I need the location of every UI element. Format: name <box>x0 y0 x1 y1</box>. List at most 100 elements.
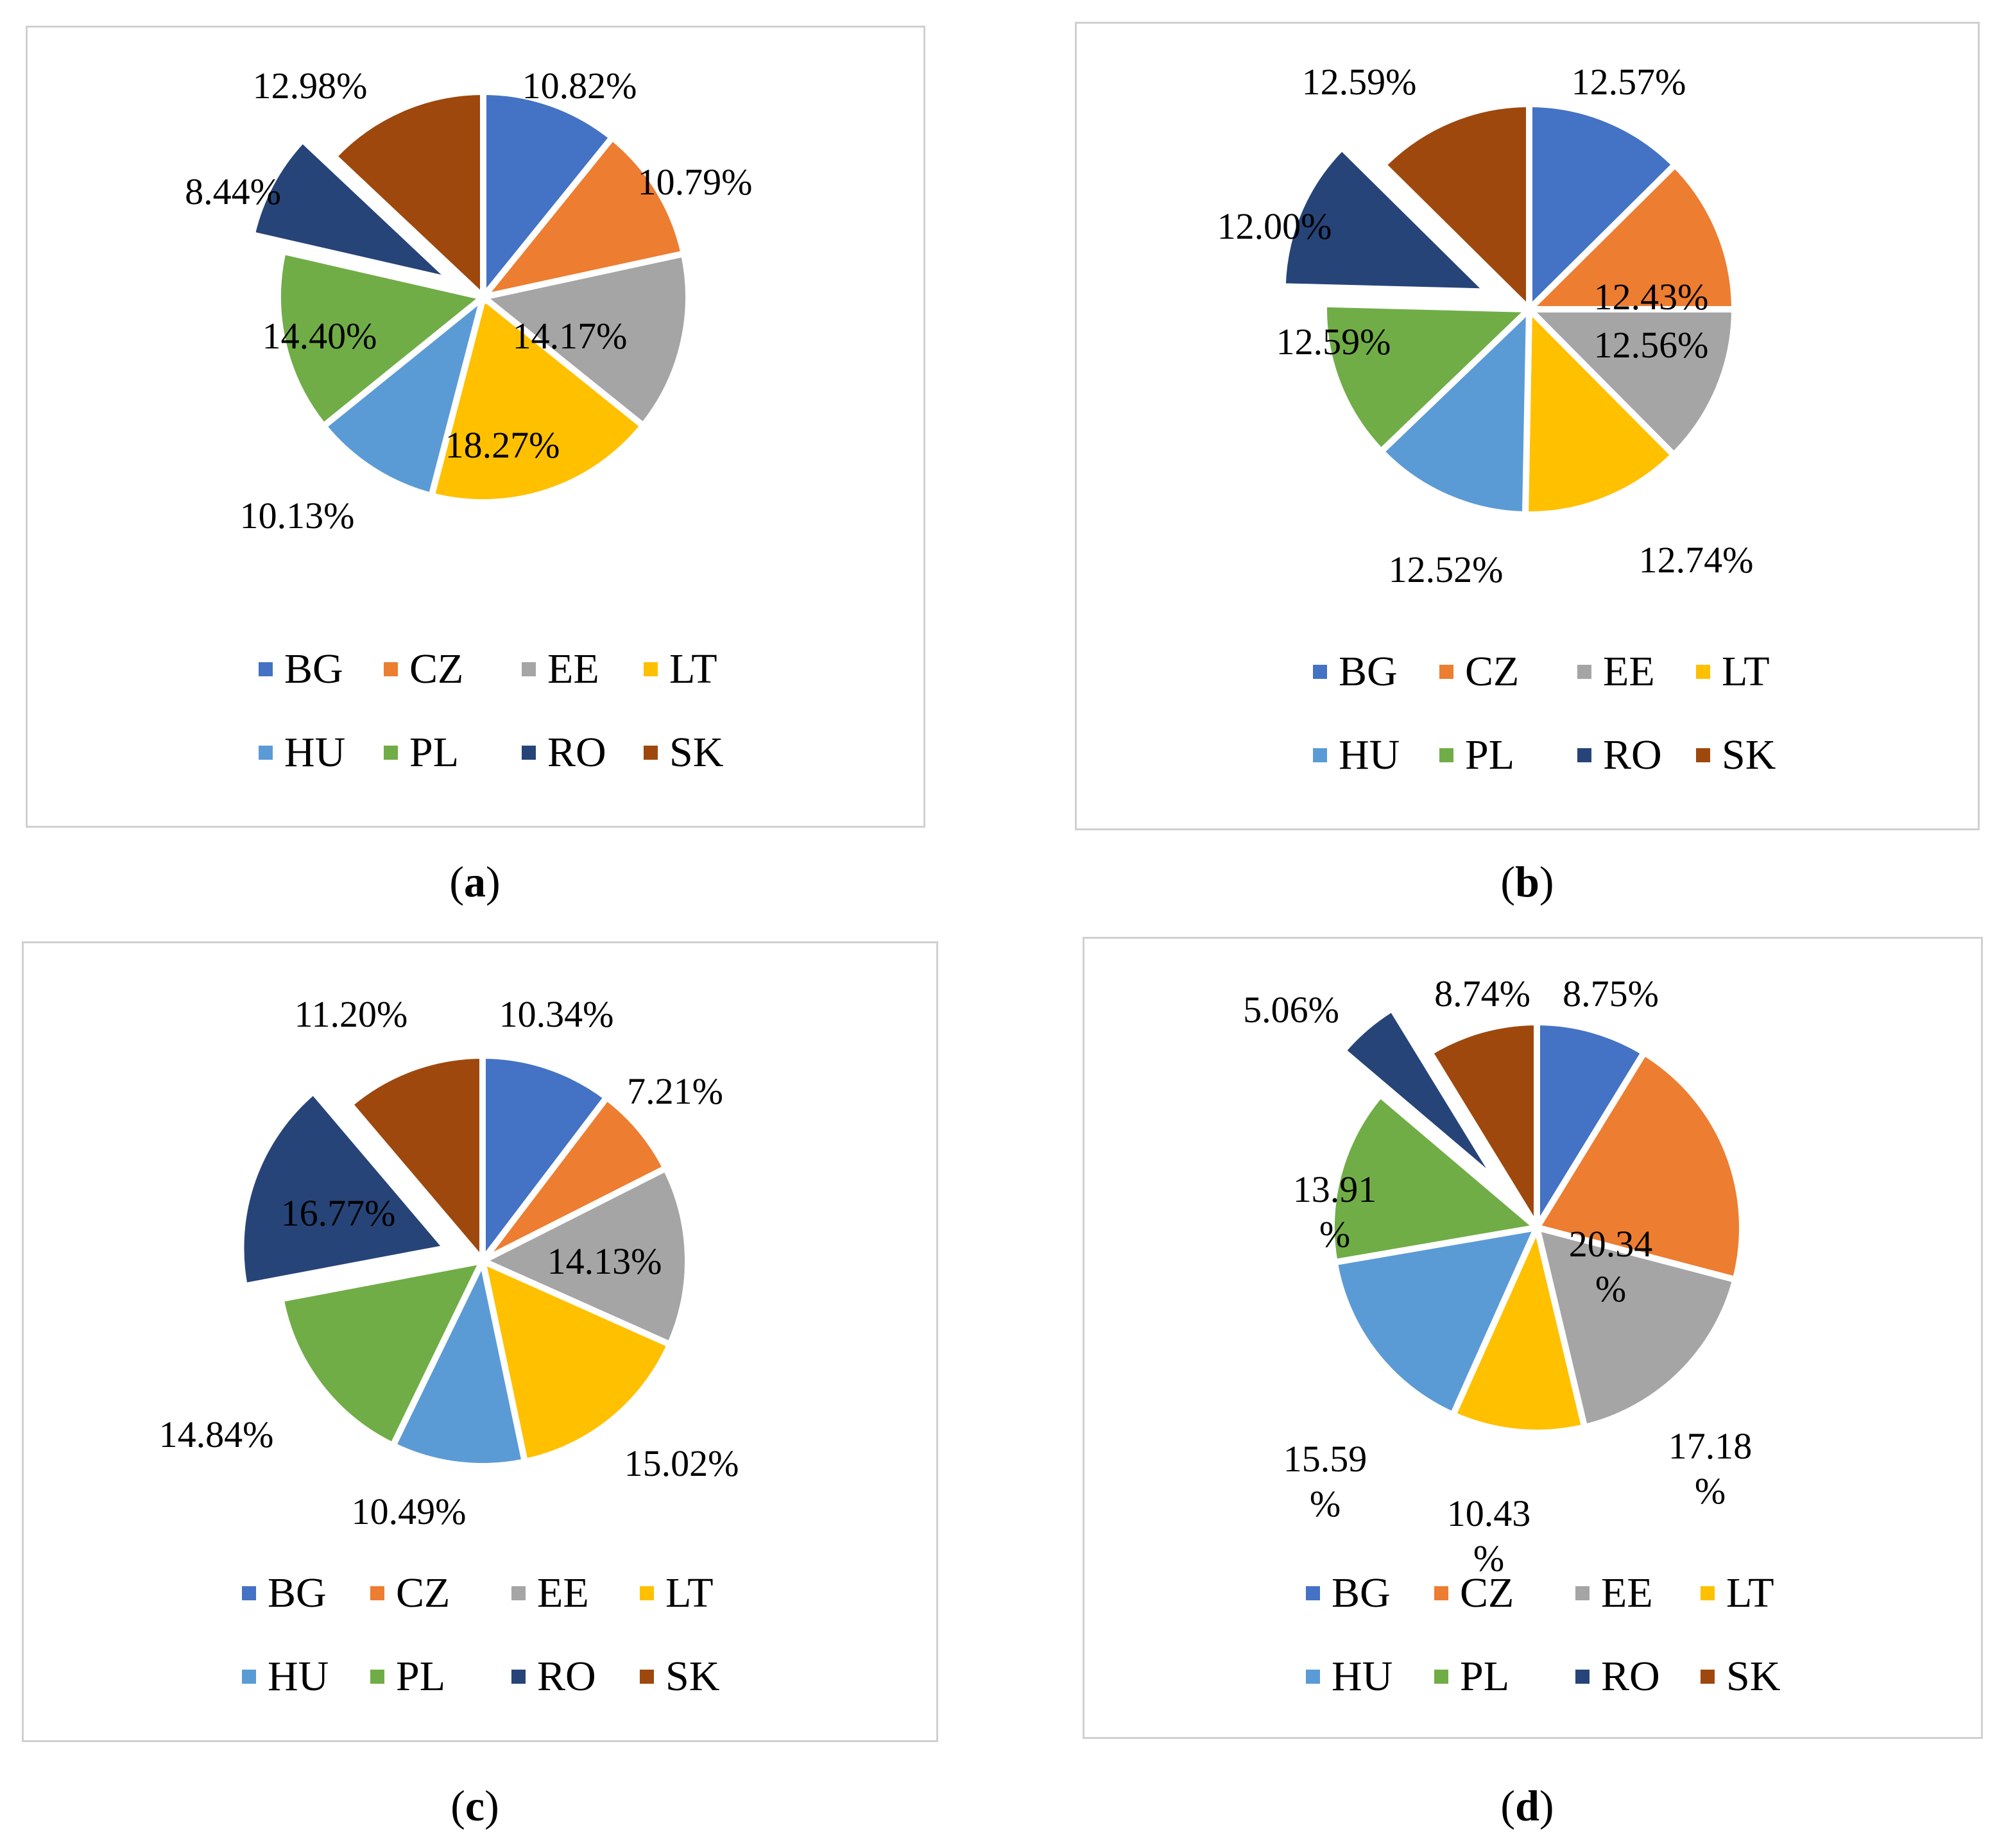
legend-item-cz: CZ <box>384 644 463 695</box>
legend-swatch <box>1434 1670 1448 1684</box>
data-label-sk: 11.20% <box>295 993 408 1035</box>
legend-item-cz: CZ <box>1439 646 1519 697</box>
pie-slice-bg <box>480 88 617 307</box>
legend-item-cz: CZ <box>370 1568 450 1619</box>
pie-slice-hu <box>1330 1223 1543 1419</box>
data-label-pl: 12.59% <box>1276 321 1391 363</box>
legend-label: RO <box>537 1653 596 1700</box>
legend-swatch <box>1439 748 1453 762</box>
legend-row: BG CZ EE LT <box>1077 646 1978 697</box>
legend-item-bg: BG <box>242 1568 327 1619</box>
pie-slice-cz <box>475 133 688 302</box>
legend-item-pl: PL <box>1434 1651 1509 1702</box>
legend-item-bg: BG <box>1313 646 1398 697</box>
legend-item-cz: CZ <box>1434 1568 1514 1619</box>
pie-slice-cz <box>1521 160 1738 312</box>
legend-item-lt: LT <box>1696 646 1770 697</box>
data-label-ro: 5.06% <box>1243 989 1339 1031</box>
pie-slice-pl <box>277 1256 488 1450</box>
legend-label: BG <box>1332 1570 1391 1616</box>
legend-swatch <box>644 746 658 760</box>
legend-row: BG CZ EE LT <box>1084 1568 1981 1619</box>
legend-label: PL <box>396 1653 446 1700</box>
legend-swatch <box>1306 1586 1320 1600</box>
legend-swatch <box>1696 665 1710 679</box>
legend-label: PL <box>1460 1653 1510 1700</box>
data-label-ro: 8.44% <box>185 171 281 212</box>
data-label-ee: 14.13% <box>547 1240 662 1282</box>
pie-slice-hu <box>1376 302 1533 518</box>
legend-item-lt: LT <box>644 644 717 695</box>
pie-slice-lt <box>1448 1217 1589 1436</box>
data-label-hu: 12.52% <box>1389 549 1504 590</box>
legend-swatch <box>511 1586 526 1600</box>
legend-label: CZ <box>1460 1570 1514 1616</box>
legend-label: SK <box>1726 1653 1781 1700</box>
data-label-lt: 18.27% <box>445 424 560 466</box>
legend-label: RO <box>1603 732 1662 778</box>
pie-chart-d: 8.75% 20.34 % 17.18 % 10.43 % 15.59 % 13.91 % 5.06%… <box>1243 973 1753 1579</box>
legend-item-hu: HU <box>1313 730 1400 781</box>
caption-a: (a) <box>449 857 501 906</box>
legend-swatch <box>242 1586 256 1600</box>
data-label-hu: 10.13% <box>240 495 355 536</box>
legend-item-pl: PL <box>1439 730 1514 781</box>
data-label-pl: 13.91% <box>1293 1168 1377 1255</box>
legend-item-sk: SK <box>644 727 723 778</box>
data-label-ro: 12.00% <box>1217 205 1332 247</box>
data-label-lt: 15.02% <box>624 1442 739 1484</box>
chart-panel-d: 8.75% 20.34% 17.18% 10.43% 15.59% 13.91% 5.06%… <box>1083 937 1983 1739</box>
pie-slice-hu <box>388 1251 529 1469</box>
legend-item-sk: SK <box>640 1651 719 1702</box>
data-label-pl: 14.84% <box>159 1414 274 1455</box>
data-label-cz: 10.79% <box>638 161 753 203</box>
pie-chart-b: 12.57% 12.43% 12.56% 12.74% 12.52% 12.59% 12.0… <box>1217 61 1754 590</box>
caption-d: (d) <box>1500 1781 1554 1830</box>
pie-slice-sk <box>1378 100 1532 317</box>
legend-item-bg: BG <box>259 644 343 695</box>
legend-item-pl: PL <box>384 727 459 778</box>
legend-label: RO <box>1601 1653 1660 1700</box>
pie-slice-cz <box>1532 1048 1745 1284</box>
legend-swatch <box>1577 748 1591 762</box>
legend-label: PL <box>409 729 459 776</box>
data-label-hu: 10.49% <box>352 1491 467 1532</box>
legend-label: BG <box>268 1570 327 1616</box>
pie-slice-ro <box>248 135 463 287</box>
pie-slice-bg <box>1526 100 1680 317</box>
legend-row: HU PL RO SK <box>1077 730 1978 781</box>
pie-slice-ee <box>476 250 692 431</box>
legend-swatch <box>259 746 273 760</box>
legend-label: SK <box>669 729 724 776</box>
data-label-lt: 12.74% <box>1639 539 1754 581</box>
data-label-ee: 14.17% <box>513 315 628 357</box>
legend-item-hu: HU <box>242 1651 329 1702</box>
legend-label: RO <box>547 729 606 776</box>
legend-swatch <box>511 1670 526 1684</box>
legend-label: HU <box>1332 1653 1393 1700</box>
data-label-bg: 12.57% <box>1572 61 1686 103</box>
legend-swatch <box>370 1670 384 1684</box>
pie-slice-ee <box>475 1163 691 1349</box>
legend-item-lt: LT <box>1701 1568 1774 1619</box>
legend-swatch <box>522 746 536 760</box>
caption-b: (b) <box>1500 857 1554 906</box>
pie-slice-lt <box>427 291 648 506</box>
legend-label: LT <box>1726 1570 1774 1616</box>
legend-swatch <box>1439 665 1453 679</box>
data-label-hu: 15.59% <box>1283 1438 1367 1525</box>
legend-label: EE <box>1603 648 1655 695</box>
chart-panel-b: 12.57% 12.43% 12.56% 12.74% 12.52% 12.59% 12.0… <box>1075 22 1980 830</box>
legend-row: BG CZ EE LT <box>28 644 923 695</box>
pie-slice-sk <box>1425 1018 1540 1239</box>
legend-label: LT <box>669 646 717 692</box>
data-label-ee: 17.18% <box>1668 1425 1753 1512</box>
legend-label: LT <box>665 1570 714 1616</box>
legend-swatch <box>640 1586 654 1600</box>
legend-item-ee: EE <box>1575 1568 1653 1619</box>
legend-label: CZ <box>409 646 464 692</box>
caption-c: (c) <box>450 1781 499 1830</box>
pie-slice-sk <box>329 88 486 305</box>
data-label-sk: 8.74% <box>1434 973 1530 1014</box>
data-label-bg: 8.75% <box>1563 973 1659 1014</box>
